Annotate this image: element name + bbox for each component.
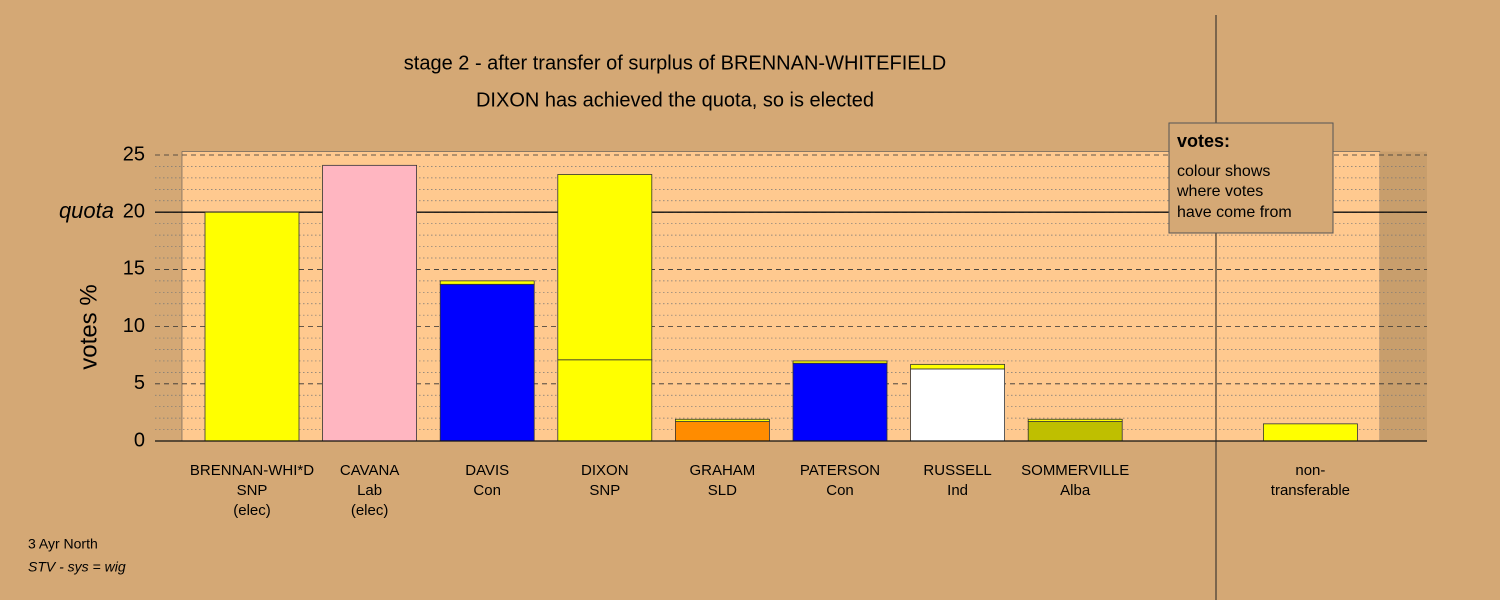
bar-segment [792, 362, 888, 442]
bar-segment [792, 360, 888, 364]
x-tick-label: Alba [1060, 482, 1091, 499]
legend-box [1168, 122, 1334, 234]
bar-segment [1263, 423, 1358, 442]
x-tick-label: GRAHAM [689, 462, 755, 479]
x-tick-label: non- [1295, 462, 1325, 479]
x-tick-label: RUSSELL [923, 462, 991, 479]
x-tick-label: DAVIS [465, 462, 509, 479]
x-tick-label: Con [826, 482, 854, 499]
x-tick-label: DIXON [581, 462, 629, 479]
bar-segment [910, 363, 1005, 370]
chart-title: stage 2 - after transfer of surplus of B… [404, 52, 946, 74]
legend-text: have come from [1177, 204, 1292, 221]
bar-segment [1027, 418, 1123, 422]
x-tick-label: (elec) [351, 502, 389, 519]
footnote: STV - sys = wig [28, 559, 126, 575]
bar-segment [204, 211, 300, 442]
legend-text: where votes [1176, 183, 1263, 200]
x-tick-label: SLD [708, 482, 737, 499]
y-tick-label: 15 [123, 258, 145, 280]
chart-subtitle: DIXON has achieved the quota, so is elec… [476, 89, 874, 111]
y-axis-label: votes % [75, 284, 102, 369]
bar-segment [1027, 421, 1123, 442]
x-tick-label: CAVANA [340, 462, 399, 479]
x-tick-label: SNP [589, 482, 620, 499]
x-tick-label: Ind [947, 482, 968, 499]
bar-segment [322, 164, 418, 442]
x-tick-label: SOMMERVILLE [1021, 462, 1129, 479]
y-tick-label: 10 [123, 315, 145, 337]
quota-label: quota [59, 198, 114, 223]
legend-text: colour shows [1177, 163, 1270, 180]
x-tick-label: (elec) [233, 502, 271, 519]
footnote: 3 Ayr North [28, 536, 98, 552]
plot-margin [1380, 151, 1427, 441]
y-tick-label: 25 [123, 143, 145, 165]
bar-segment [675, 418, 770, 422]
bar-segment [910, 368, 1005, 442]
bar-segment [439, 280, 535, 285]
y-tick-label: 20 [123, 201, 145, 223]
x-tick-label: BRENNAN-WHI*D [190, 462, 314, 479]
y-tick-label: 5 [134, 372, 145, 394]
x-tick-label: Lab [357, 482, 382, 499]
x-tick-label: PATERSON [800, 462, 880, 479]
bar-segment [439, 283, 535, 442]
x-tick-label: transferable [1271, 482, 1350, 499]
x-tick-label: SNP [237, 482, 268, 499]
bar-segment [675, 421, 770, 442]
bar-segment [557, 174, 653, 361]
x-tick-label: Con [473, 482, 501, 499]
legend: votes: colour shows where votes have com… [1168, 122, 1334, 234]
bar-segment [557, 359, 653, 442]
legend-title: votes: [1177, 131, 1230, 151]
y-tick-label: 0 [134, 429, 145, 451]
